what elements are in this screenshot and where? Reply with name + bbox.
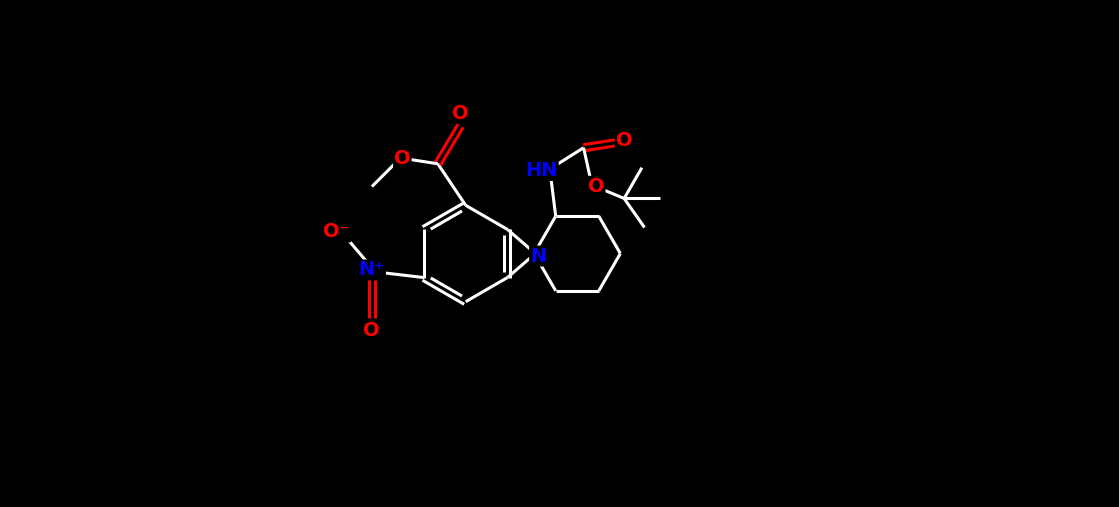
Text: N: N — [530, 246, 546, 266]
Text: O: O — [587, 177, 604, 196]
Text: O: O — [364, 321, 380, 340]
Text: O: O — [394, 149, 411, 168]
Text: O: O — [615, 131, 632, 150]
Text: O⁻: O⁻ — [323, 223, 350, 241]
Text: HN: HN — [525, 161, 557, 180]
Text: N⁺: N⁺ — [358, 261, 385, 279]
Text: O: O — [452, 103, 469, 123]
